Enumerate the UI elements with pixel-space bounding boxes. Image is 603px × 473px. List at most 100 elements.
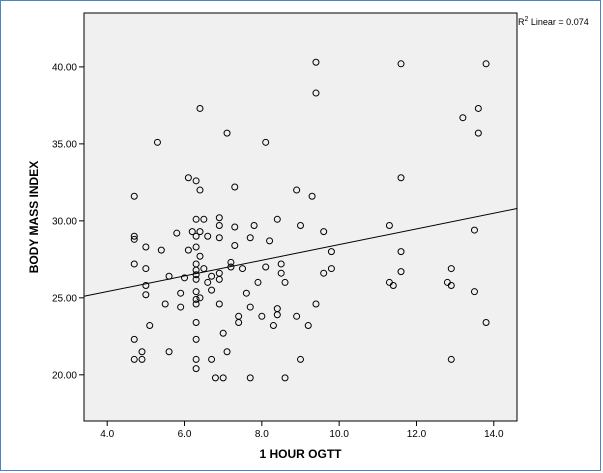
data-point [200,265,208,273]
data-point [215,300,223,308]
data-point [142,282,150,290]
data-point [192,355,200,363]
data-point [397,174,405,182]
data-point [254,278,262,286]
data-point [250,221,258,229]
data-point [177,289,185,297]
data-point [297,221,304,229]
data-point [142,243,150,251]
data-point [130,192,138,200]
data-point [385,221,393,229]
y-axis-title: BODY MASS INDEX [27,161,41,273]
data-point [281,374,289,382]
data-point [219,374,227,382]
data-point [192,335,200,343]
data-point [246,374,254,382]
data-point [482,60,490,68]
data-point [130,235,138,243]
data-point [215,214,223,222]
data-point [161,300,169,308]
data-point [196,294,204,302]
data-point [192,266,200,274]
data-point [246,303,254,311]
data-point [293,312,301,320]
data-point [297,355,304,363]
y-tick-label: 35.00 [52,139,77,150]
data-point [320,228,328,236]
y-tick-label: 40.00 [52,62,77,73]
data-point [266,237,274,245]
data-point [208,286,216,294]
data-point [474,129,482,137]
data-point [130,232,138,240]
data-point [447,265,455,273]
data-point [130,335,138,343]
data-point [231,241,239,249]
data-point [308,192,316,200]
data-point [262,263,270,271]
data-point [204,232,212,240]
data-point [227,263,235,271]
data-point [277,260,285,268]
x-tick-label: 8.0 [255,429,269,440]
data-point [312,300,320,308]
data-point [312,89,320,97]
data-point [242,289,250,297]
x-tick-label: 12.0 [407,429,427,440]
data-point [192,365,200,373]
data-point [138,348,146,356]
x-axis-title: 1 HOUR OGTT [259,447,342,461]
data-point [215,221,223,229]
fit-line [83,208,518,297]
data-point [327,265,335,273]
data-point [192,275,200,283]
data-point [273,215,281,223]
data-point [192,300,200,308]
data-point [273,311,281,319]
data-point [153,138,161,146]
data-point [192,177,200,185]
data-point [177,303,185,311]
data-point [258,312,266,320]
data-point [208,355,216,363]
data-point [215,275,223,283]
data-point [204,278,212,286]
data-point [312,58,320,66]
data-point [192,318,200,326]
data-point [389,282,397,290]
data-points [130,58,490,382]
data-point [447,355,455,363]
x-tick-label: 10.0 [329,429,349,440]
data-point [142,265,150,273]
data-point [397,248,405,256]
y-tick-label: 20.00 [52,370,77,381]
data-point [165,348,173,356]
data-point [223,129,231,137]
data-point [277,269,285,277]
data-point [482,318,490,326]
data-point [208,272,216,280]
data-point [246,234,254,242]
data-point [281,278,289,286]
data-point [165,272,173,280]
data-point [239,265,247,273]
data-point [447,282,455,290]
y-tick-label: 25.00 [52,293,77,304]
data-point [138,355,146,363]
data-point [211,374,219,382]
data-point [470,226,478,234]
y-axis: 20.00 25.00 30.00 35.00 40.00 [52,62,84,381]
data-point [196,252,204,260]
data-point [219,329,227,337]
data-point [269,322,277,330]
data-point [223,348,231,356]
x-tick-label: 14.0 [484,429,504,440]
data-point [196,186,204,194]
data-point [470,288,478,296]
data-point [293,186,301,194]
data-point [327,248,335,256]
data-point [196,228,204,236]
data-point [184,246,192,254]
data-point [130,260,138,268]
